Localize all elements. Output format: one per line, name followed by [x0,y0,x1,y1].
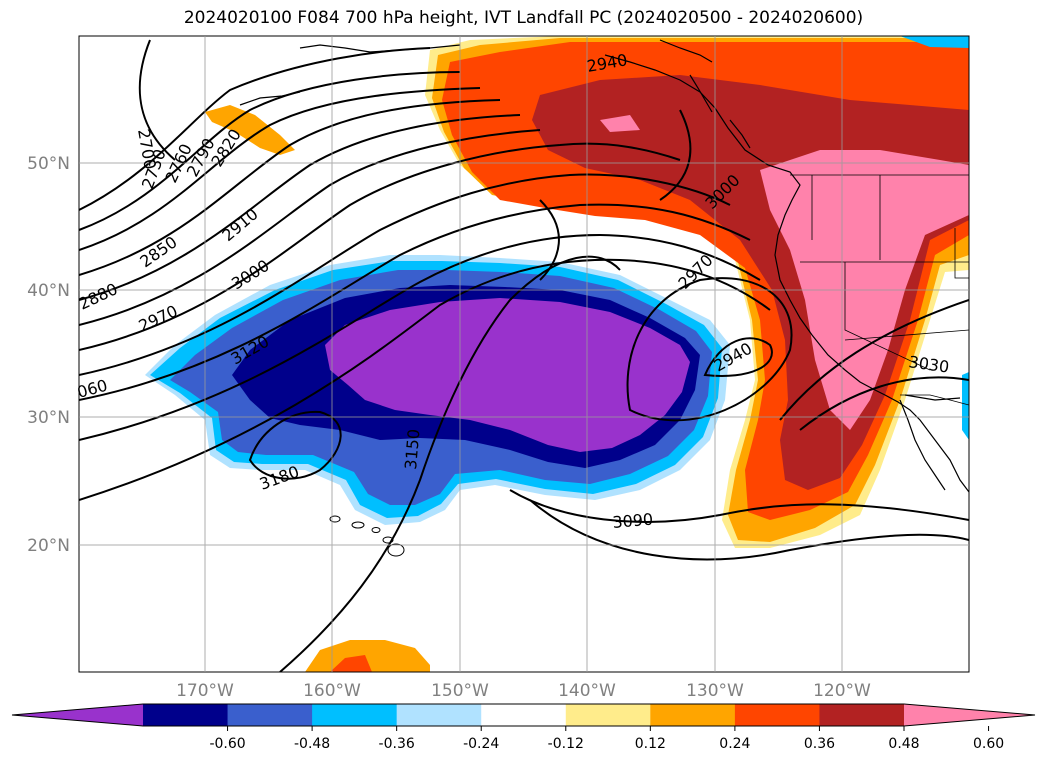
colorbar-tick-label: 0.60 [973,736,1004,752]
longitude-labels: 170°W 160°W 150°W 140°W 130°W 120°W [176,681,871,701]
lon-label-130w: 130°W [686,681,744,701]
lat-label-50n: 50°N [27,154,70,174]
ivt-positive-patch-south [305,640,430,672]
colorbar-tick-label: -0.48 [294,736,330,752]
colorbar-outline [11,703,1036,727]
colorbar-segment [819,704,905,726]
height-contours [79,39,969,672]
colorbar-tick-label: 0.36 [804,736,835,752]
colorbar-segment [481,704,567,726]
lon-label-160w: 160°W [303,681,361,701]
lat-label-30n: 30°N [27,408,70,428]
contour-label: 3090 [612,510,654,532]
colorbar-tick-label: 0.24 [719,736,750,752]
latitude-labels: 50°N 40°N 30°N 20°N [27,154,70,556]
contour-label: 3150 [401,428,423,470]
colorbar: -0.60 -0.48 -0.36 -0.24 -0.12 0.12 0.24 0.36 0.4… [11,703,1036,752]
ivt-positive-0.60-small [600,115,640,132]
ivt-positive-patch-south-inner [330,655,372,672]
graticule [79,36,969,672]
ivt-negative-sliver-ne [900,36,969,48]
lon-label-170w: 170°W [176,681,234,701]
colorbar-segment [143,704,229,726]
lon-label-150w: 150°W [431,681,489,701]
colorbar-extend-high [904,704,1035,726]
lat-label-20n: 20°N [27,536,70,556]
colorbar-extend-low [12,704,143,726]
lat-label-40n: 40°N [27,281,70,301]
colorbar-segment [650,704,736,726]
colorbar-tick-label: -0.12 [548,736,584,752]
map-frame [78,35,970,673]
colorbar-segment [227,704,313,726]
map-title: 2024020100 F084 700 hPa height, IVT Land… [183,8,864,28]
colorbar-tick-label: -0.24 [463,736,499,752]
colorbar-tick-label: -0.60 [209,736,245,752]
lon-label-140w: 140°W [558,681,616,701]
colorbar-tick-label: -0.36 [379,736,415,752]
ivt-negative-sliver-e [962,372,969,440]
ivt-filled-contours [79,36,969,672]
lon-label-120w: 120°W [813,681,871,701]
ivt-positive-patch-west [205,105,295,155]
colorbar-segment [734,704,820,726]
colorbar-segment [312,704,398,726]
ivt-negative-0.60 [325,298,690,452]
colorbar-tick-label: 0.12 [635,736,666,752]
colorbar-segment [396,704,482,726]
colorbar-tick-label: 0.48 [888,736,919,752]
colorbar-segment [565,704,651,726]
political-borders [790,174,969,406]
